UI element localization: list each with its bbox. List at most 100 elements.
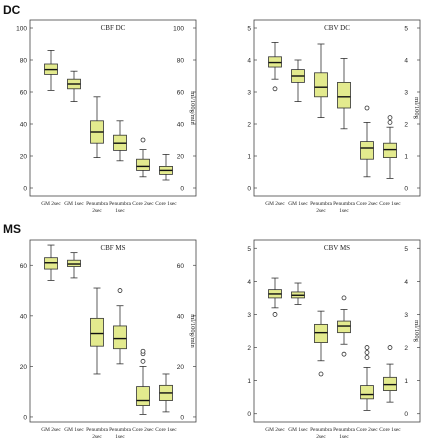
cbf-dc-box-2 — [90, 96, 104, 159]
cbv-ms-outlier — [364, 355, 370, 360]
cbv-ms-box-0 — [268, 277, 282, 317]
cbv-dc-box-4 — [360, 105, 374, 178]
cbf-ms-box-iqr — [90, 317, 104, 347]
cbf-dc-ytick-label-left: 20 — [20, 154, 28, 161]
cbf-ms-box-0 — [44, 244, 58, 281]
cbv-dc-ytick-label-right: 4 — [404, 58, 408, 65]
cbf-ms-category-label: Penumbra — [109, 427, 131, 433]
cbv-dc-ytick-label-left: 3 — [247, 90, 251, 97]
cbv-ms-box-5 — [383, 345, 397, 403]
cbf-dc-box-4 — [136, 137, 150, 178]
cbf-dc-ytick-label-right: 60 — [177, 90, 185, 97]
cbf-ms-category-label: 2sec — [92, 434, 102, 440]
cbf-ms-category-label: Core 1sec — [155, 427, 177, 433]
cbf-dc-ytick-label-left: 100 — [16, 26, 27, 33]
cbv-dc-outlier — [364, 105, 370, 111]
cbv-dc-outlier — [387, 120, 393, 125]
cbv-dc-box-3 — [337, 58, 351, 130]
cbv-ms-ytick-label-right: 2 — [404, 345, 408, 352]
cbf-dc-panel: CBF DC 0 0 20 20 40 40 60 60 80 80 100 100 ml/100g/mi… — [16, 19, 197, 214]
cbf-dc-frame — [29, 19, 197, 197]
cbv-ms-ytick-label-left: 1 — [247, 378, 251, 385]
cbf-dc-ytick-label-left: 60 — [20, 90, 28, 97]
cbv-ms-category-label: Penumbra — [333, 427, 355, 433]
cbf-ms-box-4 — [136, 348, 150, 415]
cbv-dc-ytick-label-right: 0 — [404, 186, 408, 193]
cbv-ms-ytick-label-left: 0 — [247, 411, 251, 418]
cbv-dc-box-5 — [383, 115, 397, 179]
cbf-dc-ytick-label-left: 0 — [23, 186, 27, 193]
cbv-ms-category-label: GM 2sec — [265, 427, 285, 433]
cbv-dc-box-iqr — [337, 82, 351, 109]
cbf-ms-ytick-label-left: 40 — [20, 313, 28, 320]
cbv-ms-box-3 — [337, 295, 351, 357]
cbf-dc-category-label: 2sec — [92, 208, 102, 214]
cbf-ms-ytick-label-right: 20 — [177, 364, 185, 371]
cbf-ms-outlier — [140, 358, 146, 364]
cbf-dc-ytick-label-left: 80 — [20, 58, 28, 65]
cbv-ms-category-label: GM 1sec — [288, 427, 308, 433]
cbv-ms-box-iqr — [314, 323, 328, 343]
cbv-ms-title: CBV MS — [324, 244, 350, 252]
cbv-dc-category-label: GM 2sec — [265, 201, 285, 207]
cbf-ms-box-3 — [113, 288, 127, 365]
cbv-ms-box-4 — [360, 345, 374, 411]
cbf-ms-ytick-label-left: 20 — [20, 364, 28, 371]
cbf-ms-box-iqr — [136, 386, 150, 406]
cbv-dc-ytick-label-left: 1 — [247, 154, 251, 161]
cbv-ms-outlier — [387, 345, 393, 350]
cbf-dc-ytick-label-right: 80 — [177, 58, 185, 65]
cbv-dc-box-0 — [268, 42, 282, 92]
cbf-dc-ytick-label-left: 40 — [20, 122, 28, 129]
cbv-dc-title: CBV DC — [324, 24, 350, 32]
cbf-dc-box-0 — [44, 50, 58, 91]
cbf-dc-category-label: Penumbra — [109, 201, 131, 207]
cbv-dc-box-2 — [314, 43, 328, 118]
cbv-ms-ytick-label-left: 2 — [247, 345, 251, 352]
cbf-dc-ytick-label-right: 100 — [173, 26, 184, 33]
cbv-dc-category-label: Penumbra — [333, 201, 355, 207]
cbf-ms-outlier — [140, 348, 146, 354]
cbv-dc-ytick-label-left: 2 — [247, 122, 251, 129]
cbv-dc-category-label: 2sec — [316, 208, 326, 214]
cbv-dc-box-iqr — [383, 142, 397, 158]
cbv-ms-ytick-label-right: 5 — [404, 246, 408, 253]
cbf-ms-ytick-label-left: 0 — [23, 414, 27, 421]
cbf-dc-right-axis-label: ml/100g/min — [189, 91, 196, 125]
cbv-ms-category-label: Core 2sec — [356, 427, 378, 433]
cbv-ms-ytick-label-right: 3 — [404, 312, 408, 319]
cbf-ms-box-1 — [67, 252, 81, 279]
cbv-ms-outlier — [318, 371, 324, 377]
cbv-ms-box-iqr — [360, 385, 374, 400]
cbf-ms-category-label: GM 2sec — [41, 427, 61, 433]
cbv-dc-category-label: Core 2sec — [356, 201, 378, 207]
cbf-ms-box-2 — [90, 287, 104, 375]
cbv-dc-right-axis-label: ml/100g — [413, 97, 420, 119]
cbf-dc-category-label: Core 1sec — [155, 201, 177, 207]
cbf-dc-box-3 — [113, 120, 127, 162]
cbv-ms-box-2 — [314, 310, 328, 377]
cbf-dc-category-label: Penumbra — [86, 201, 108, 207]
cbv-dc-outlier — [272, 86, 278, 92]
cbf-dc-box-iqr — [136, 158, 150, 171]
cbf-ms-title: CBF MS — [100, 244, 125, 252]
cbf-ms-ytick-label-right: 0 — [180, 414, 184, 421]
cbf-ms-category-label: Penumbra — [86, 427, 108, 433]
cbv-ms-outlier — [341, 351, 347, 357]
cbf-ms-category-label: 1sec — [115, 434, 125, 440]
cbv-dc-ytick-label-right: 2 — [404, 122, 408, 129]
cbv-dc-ytick-label-right: 1 — [404, 154, 408, 161]
cbf-dc-box-5 — [159, 153, 173, 181]
cbv-ms-frame — [253, 239, 421, 423]
cbv-dc-outlier — [387, 115, 393, 120]
cbv-ms-ytick-label-right: 4 — [404, 279, 408, 286]
cbv-ms-outlier — [364, 345, 370, 350]
cbv-dc-category-label: 1sec — [339, 208, 349, 214]
cbv-ms-ytick-label-left: 4 — [247, 279, 251, 286]
cbv-ms-outlier — [272, 312, 278, 317]
cbf-dc-category-label: GM 2sec — [41, 201, 61, 207]
cbv-ms-box-iqr — [337, 320, 351, 334]
